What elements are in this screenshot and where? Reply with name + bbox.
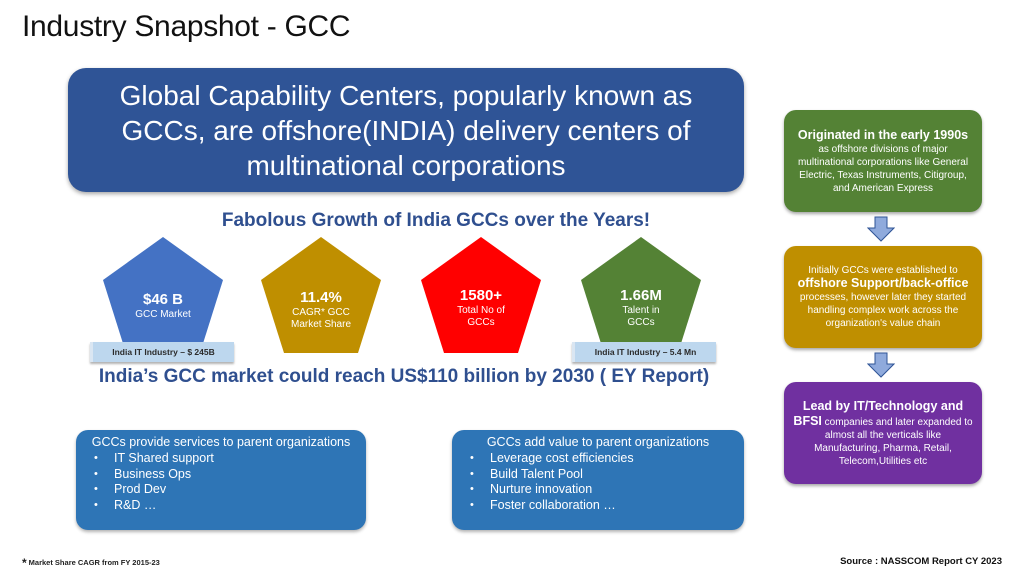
stat-gcc-market: $46 B GCC Market xyxy=(102,236,224,354)
stat-label: GCC Market xyxy=(135,308,191,320)
origin-box: Originated in the early 1990s as offshor… xyxy=(784,110,982,212)
list-item: Foster collaboration … xyxy=(466,498,730,514)
growth-heading: Fabolous Growth of India GCCs over the Y… xyxy=(221,210,651,231)
list-item: Leverage cost efficiencies xyxy=(466,451,730,467)
lead-box: Lead by IT/Technology and BFSI companies… xyxy=(784,382,982,484)
source-note: Source : NASSCOM Report CY 2023 xyxy=(840,556,1002,567)
list-item: Nurture innovation xyxy=(466,482,730,498)
stat-value: 1580+ xyxy=(459,286,503,304)
initial-text: processes, however later they started ha… xyxy=(799,292,967,329)
pentagon-shape xyxy=(581,237,701,353)
stat-value: 1.66M xyxy=(620,286,662,304)
initial-box: Initially GCCs were established to offsh… xyxy=(784,246,982,348)
down-arrow-icon xyxy=(866,352,896,378)
value-list: Leverage cost efficiencies Build Talent … xyxy=(466,451,730,513)
list-item: R&D … xyxy=(90,498,352,514)
pentagon-shape xyxy=(421,237,541,353)
list-item: IT Shared support xyxy=(90,451,352,467)
it-industry-market-tag: India IT Industry – $ 245B xyxy=(90,342,234,362)
stat-value: 11.4% xyxy=(300,288,342,306)
slide-title: Industry Snapshot - GCC xyxy=(22,10,351,43)
stat-label: CAGR* GCC Market Share xyxy=(290,306,352,331)
origin-text: as offshore divisions of major multinati… xyxy=(797,143,969,194)
footnote-star: * xyxy=(22,556,27,570)
stat-cagr: 11.4% CAGR* GCC Market Share xyxy=(260,236,382,354)
down-arrow-icon xyxy=(866,216,896,242)
stat-total-gccs: 1580+ Total No of GCCs xyxy=(420,236,542,354)
footnote: * Market Share CAGR from FY 2015-23 xyxy=(22,556,160,570)
pentagon-shape xyxy=(103,237,223,353)
value-panel: GCCs add value to parent organizations L… xyxy=(452,430,744,530)
stat-label: Talent in GCCs xyxy=(622,304,660,329)
lead-text: companies and later expanded to almost a… xyxy=(814,416,973,467)
origin-bold: Originated in the early 1990s xyxy=(797,127,969,142)
initial-pre: Initially GCCs were established to xyxy=(808,265,958,276)
list-item: Build Talent Pool xyxy=(466,467,730,483)
list-item: Business Ops xyxy=(90,467,352,483)
lead-bold: Lead by IT/Technology and BFSI xyxy=(793,398,964,428)
stat-talent: 1.66M Talent in GCCs xyxy=(580,236,702,354)
pentagon-shape xyxy=(261,237,381,353)
footnote-text: Market Share CAGR from FY 2015-23 xyxy=(28,558,160,567)
gcc-definition-banner: Global Capability Centers, popularly kno… xyxy=(68,68,744,192)
stat-value: $46 B xyxy=(142,290,184,308)
services-panel: GCCs provide services to parent organiza… xyxy=(76,430,366,530)
it-industry-talent-tag: India IT Industry – 5.4 Mn xyxy=(572,342,716,362)
list-item: Prod Dev xyxy=(90,482,352,498)
panel-heading: GCCs add value to parent organizations xyxy=(486,435,710,449)
stat-label: Total No of GCCs xyxy=(457,304,505,329)
initial-bold: offshore Support/back-office xyxy=(797,276,969,290)
services-list: IT Shared support Business Ops Prod Dev … xyxy=(90,451,352,513)
panel-heading: GCCs provide services to parent organiza… xyxy=(91,435,351,449)
market-projection: India’s GCC market could reach US$110 bi… xyxy=(98,366,710,387)
